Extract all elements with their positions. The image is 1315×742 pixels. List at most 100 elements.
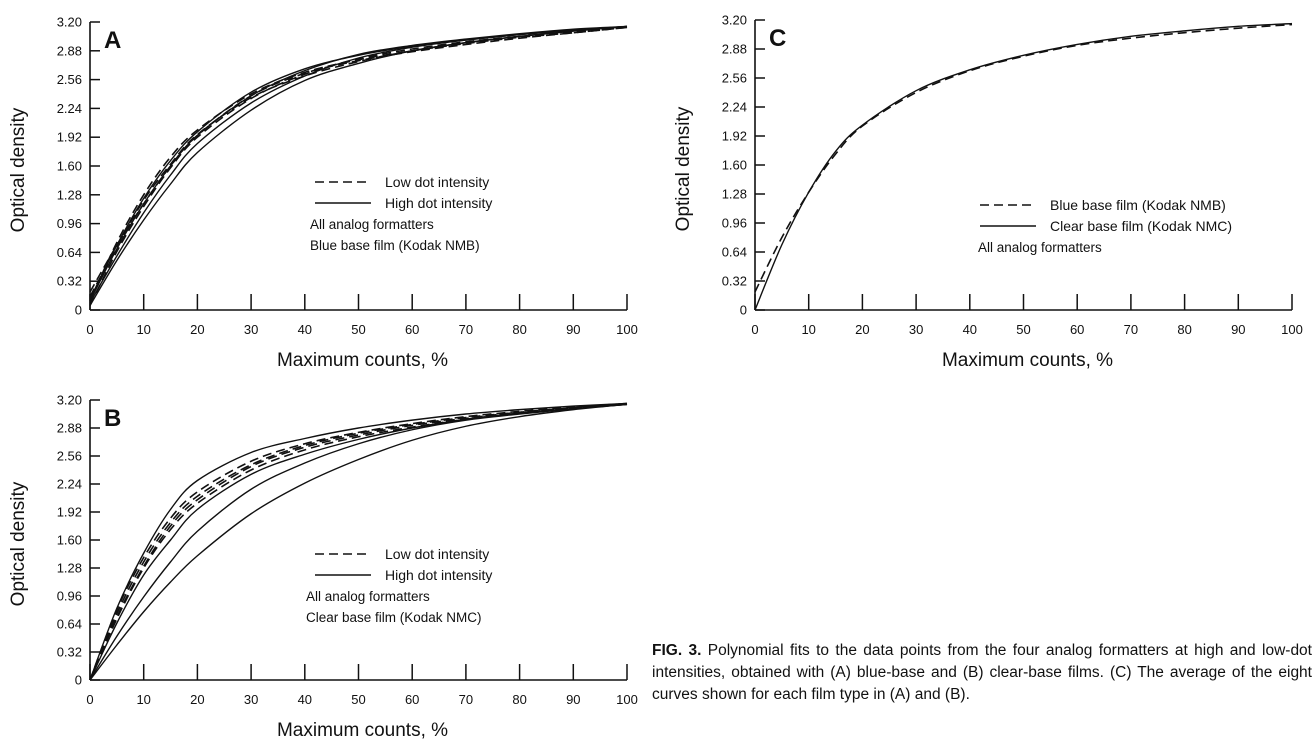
y-tick-label: 0.32 <box>57 274 82 289</box>
y-tick-label: 2.24 <box>722 100 747 115</box>
series-line-dashed <box>89 402 628 681</box>
series-line-dashed <box>89 26 628 302</box>
x-tick-label: 80 <box>1177 322 1191 337</box>
x-tick-label: 70 <box>1124 322 1138 337</box>
series-line-solid <box>89 403 628 681</box>
legend-note: All analog formatters <box>978 240 1102 255</box>
x-tick-label: 30 <box>909 322 923 337</box>
y-tick-label: 1.92 <box>57 505 82 520</box>
y-tick-label: 0.96 <box>57 589 82 604</box>
y-tick-label: 1.92 <box>722 129 747 144</box>
figure-caption: FIG. 3. Polynomial fits to the data poin… <box>652 640 1312 706</box>
x-axis-title: Maximum counts, % <box>942 350 1113 371</box>
y-tick-label: 0.96 <box>57 216 82 231</box>
legend-label: High dot intensity <box>385 567 492 583</box>
series-line-dashed <box>89 25 628 306</box>
y-axis-title: Optical density <box>8 481 29 606</box>
x-tick-label: 20 <box>190 692 204 707</box>
y-tick-label: 0.32 <box>722 274 747 289</box>
y-tick-label: 0 <box>75 673 82 688</box>
series-line-solid <box>89 403 628 681</box>
panel-label-b: B <box>104 405 121 432</box>
x-tick-label: 80 <box>512 692 526 707</box>
chart-panel-b: 0 0.32 0.64 0.96 1.28 1.60 1.92 2.24 2.56 2.88 3.2… <box>8 393 638 742</box>
y-tick-label: 2.24 <box>57 477 82 492</box>
x-tick-label: 20 <box>190 322 204 337</box>
legend-note: All analog formatters <box>310 217 434 232</box>
series-line-dashed <box>89 402 628 681</box>
legend-note: All analog formatters <box>306 589 430 604</box>
x-tick-label: 60 <box>405 322 419 337</box>
x-tick-label: 80 <box>512 322 526 337</box>
y-tick-label: 3.20 <box>57 393 82 408</box>
x-tick-label: 90 <box>566 322 580 337</box>
x-tick-label: 10 <box>801 322 815 337</box>
chart-panel-a: 0 0.32 0.64 0.96 1.28 1.60 1.92 2.24 2.56 2.88 3.2… <box>8 15 638 372</box>
panel-label-a: A <box>104 27 121 54</box>
y-tick-label: 1.60 <box>722 158 747 173</box>
series-line-solid <box>754 22 1293 311</box>
chart-panel-c: 0 0.32 0.64 0.96 1.28 1.60 1.92 2.24 2.56 2.88 3.2… <box>673 13 1303 372</box>
figure-caption-text: Polynomial fits to the data points from … <box>652 642 1312 703</box>
y-tick-label: 1.28 <box>57 187 82 202</box>
x-tick-label: 90 <box>566 692 580 707</box>
x-tick-label: 0 <box>751 322 758 337</box>
x-tick-label: 10 <box>136 322 150 337</box>
x-tick-label: 50 <box>351 692 365 707</box>
x-tick-label: 100 <box>616 322 638 337</box>
y-tick-label: 2.56 <box>722 71 747 86</box>
x-tick-label: 20 <box>855 322 869 337</box>
y-axis-title: Optical density <box>673 106 694 231</box>
series-line-solid <box>89 402 628 681</box>
y-tick-label: 2.56 <box>57 72 82 87</box>
series-line-dashed <box>89 402 628 681</box>
x-tick-label: 0 <box>86 692 93 707</box>
y-axis-title: Optical density <box>8 107 29 232</box>
series-line-solid <box>89 25 628 306</box>
y-tick-label: 0.64 <box>57 617 82 632</box>
panel-label-c: C <box>769 25 786 52</box>
x-tick-label: 40 <box>298 322 312 337</box>
y-tick-label: 1.60 <box>57 533 82 548</box>
x-tick-label: 70 <box>459 692 473 707</box>
y-tick-label: 2.88 <box>57 421 82 436</box>
x-tick-label: 30 <box>244 322 258 337</box>
legend-note: Blue base film (Kodak NMB) <box>310 238 480 253</box>
y-tick-label: 1.60 <box>57 159 82 174</box>
legend-label: Low dot intensity <box>385 174 489 190</box>
y-tick-label: 0.96 <box>722 216 747 231</box>
x-tick-label: 90 <box>1231 322 1245 337</box>
y-tick-label: 0 <box>75 303 82 318</box>
y-tick-label: 0.64 <box>722 245 747 260</box>
y-tick-label: 0 <box>740 303 747 318</box>
x-axis-title: Maximum counts, % <box>277 720 448 741</box>
series-line-solid <box>89 25 628 300</box>
y-tick-label: 2.24 <box>57 101 82 116</box>
y-tick-label: 0.32 <box>57 645 82 660</box>
y-tick-label: 2.88 <box>722 42 747 57</box>
x-tick-label: 40 <box>963 322 977 337</box>
legend-label: Low dot intensity <box>385 546 489 562</box>
x-tick-label: 50 <box>1016 322 1030 337</box>
series-line-solid <box>89 403 628 681</box>
x-tick-label: 10 <box>136 692 150 707</box>
y-tick-label: 1.92 <box>57 130 82 145</box>
x-tick-label: 60 <box>405 692 419 707</box>
y-tick-label: 1.28 <box>57 561 82 576</box>
x-tick-label: 100 <box>616 692 638 707</box>
x-tick-label: 70 <box>459 322 473 337</box>
legend-note: Clear base film (Kodak NMC) <box>306 610 482 625</box>
y-tick-label: 3.20 <box>722 13 747 28</box>
x-tick-label: 50 <box>351 322 365 337</box>
x-tick-label: 60 <box>1070 322 1084 337</box>
x-axis-title: Maximum counts, % <box>277 350 448 371</box>
legend-label: High dot intensity <box>385 195 492 211</box>
series-line-solid <box>89 25 628 302</box>
x-tick-label: 100 <box>1281 322 1303 337</box>
x-tick-label: 0 <box>86 322 93 337</box>
x-tick-label: 30 <box>244 692 258 707</box>
y-tick-label: 1.28 <box>722 187 747 202</box>
legend-label: Blue base film (Kodak NMB) <box>1050 197 1226 213</box>
y-tick-label: 2.56 <box>57 449 82 464</box>
